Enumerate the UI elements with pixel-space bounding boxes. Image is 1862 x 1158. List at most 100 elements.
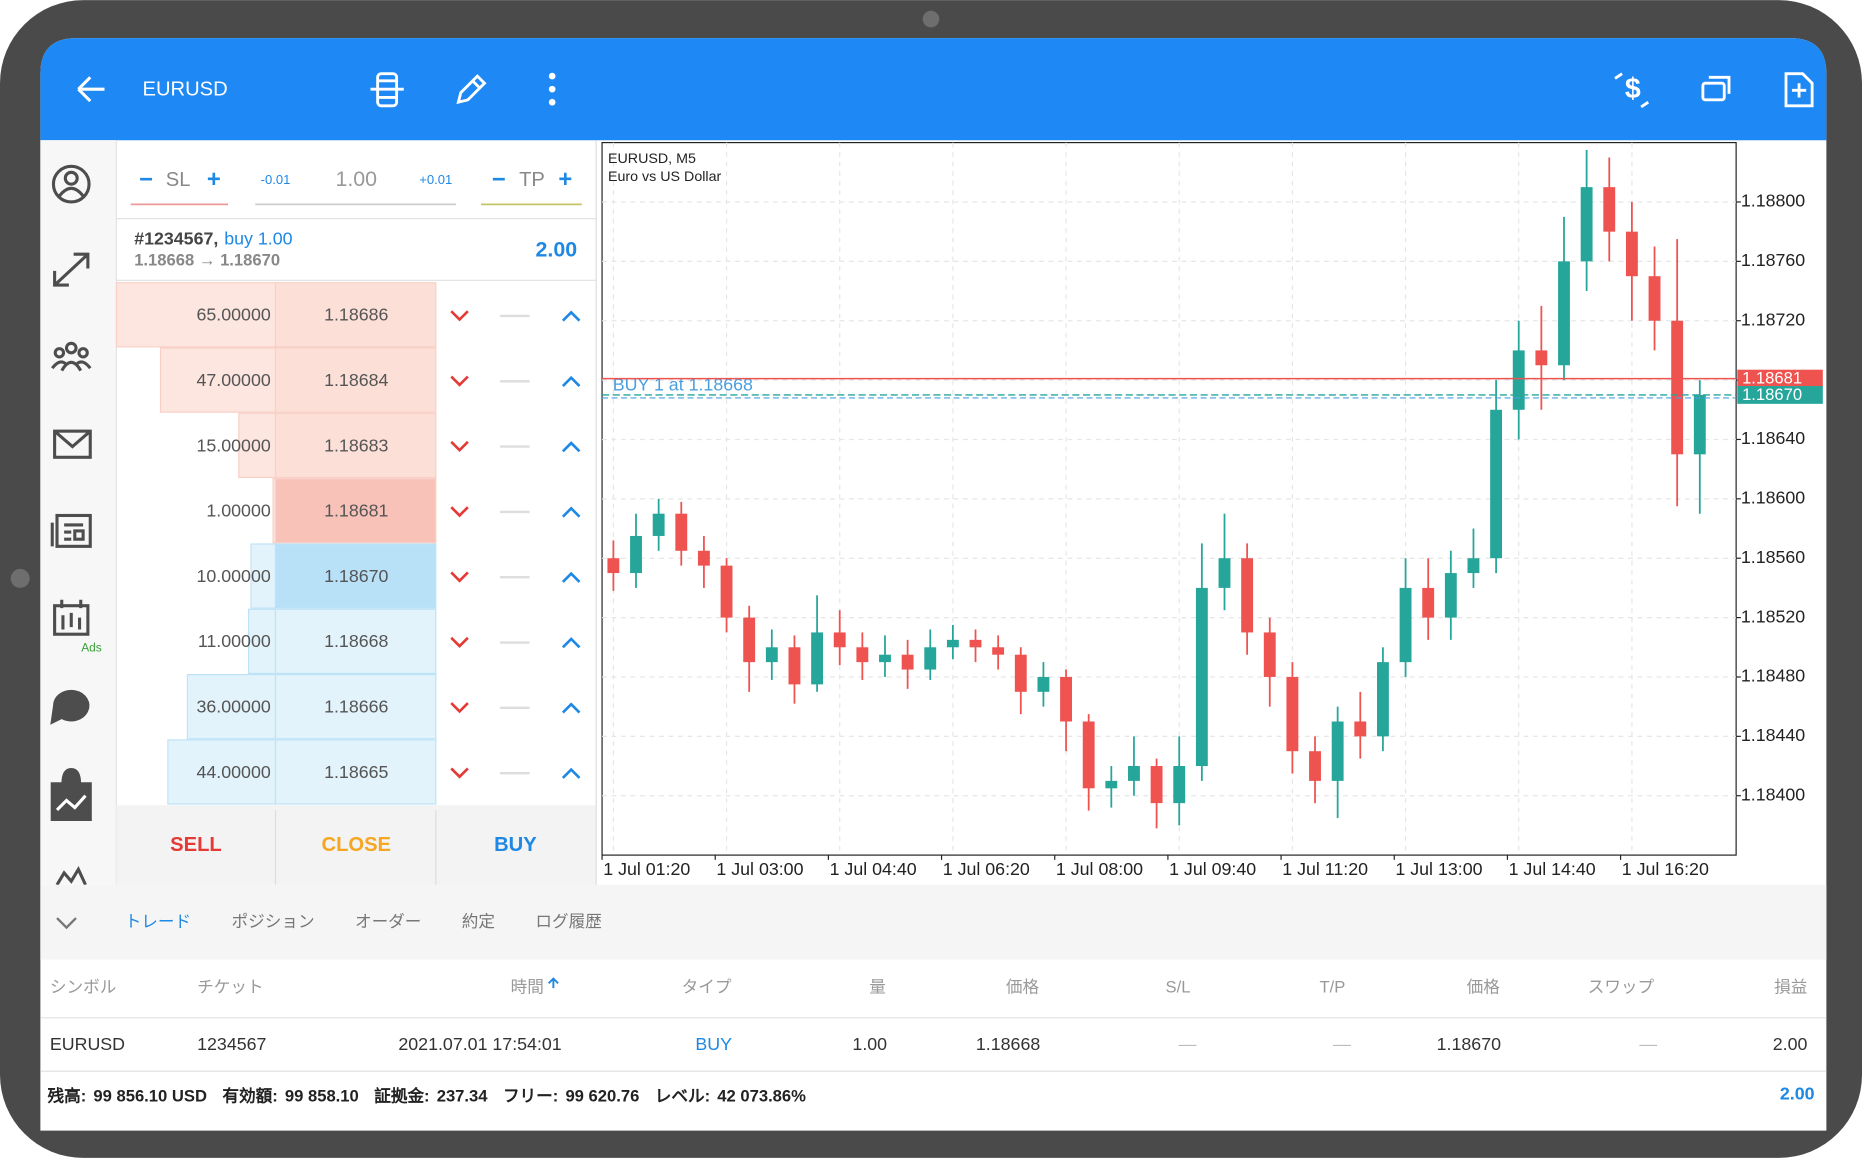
account-summary: 残高: 99 856.10 USD 有効額: 99 858.10 証拠金: 237.34 フ…: [48, 1086, 807, 1106]
volume-bar: [115, 282, 277, 348]
back-button[interactable]: [77, 76, 105, 103]
column-header[interactable]: T/P: [1319, 977, 1345, 996]
tab[interactable]: ポジション: [232, 912, 315, 931]
sell-limit-button[interactable]: [450, 440, 469, 453]
volume-input[interactable]: 1.00: [335, 167, 377, 191]
column-header[interactable]: S/L: [1166, 977, 1191, 996]
sell-limit-button[interactable]: [450, 767, 469, 779]
x-tick-label: 1 Jul 13:00: [1395, 859, 1482, 879]
windows-button[interactable]: [1701, 75, 1731, 102]
chart-title: EURUSD, M5: [608, 151, 696, 167]
sl-plus[interactable]: +: [207, 166, 221, 193]
table-cell: 2.00: [1773, 1034, 1808, 1054]
sell-button[interactable]: SELL: [170, 834, 222, 856]
menu-button[interactable]: [548, 72, 556, 106]
candle-body: [1309, 751, 1321, 781]
table-cell: EURUSD: [50, 1034, 125, 1054]
candle-body: [1037, 676, 1050, 692]
buy-limit-button[interactable]: [561, 637, 581, 649]
x-tick-label: 1 Jul 09:40: [1169, 859, 1256, 879]
y-tick-label: 1.18760: [1741, 250, 1805, 270]
x-tick-label: 1 Jul 16:20: [1622, 859, 1709, 879]
candle-body: [1580, 187, 1593, 262]
close-button[interactable]: CLOSE: [322, 834, 392, 856]
candle-body: [1625, 231, 1638, 277]
candle-body: [1399, 587, 1412, 663]
x-tick-label: 1 Jul 06:20: [943, 859, 1030, 879]
order-book-button[interactable]: [370, 72, 404, 108]
buy-limit-button[interactable]: [561, 571, 581, 583]
candle-body: [992, 647, 1005, 655]
column-header[interactable]: 価格: [1467, 977, 1501, 996]
tp-minus[interactable]: −: [492, 166, 506, 193]
price-label: 1.18668: [324, 631, 388, 651]
price-label: 1.18683: [324, 435, 388, 455]
sell-limit-button[interactable]: [450, 636, 469, 648]
collapse-button[interactable]: [56, 917, 77, 930]
table-cell: 1.00: [852, 1034, 887, 1054]
buy-limit-button[interactable]: [561, 375, 581, 387]
side-sensor: [10, 568, 30, 588]
camera: [922, 10, 940, 28]
account-label: レベル:: [655, 1087, 710, 1106]
volume-bar: [159, 347, 277, 413]
account-value: 42 073.86%: [717, 1087, 806, 1106]
tab[interactable]: ログ履歴: [535, 912, 601, 931]
candle-body: [1648, 276, 1661, 321]
volume-minus[interactable]: -0.01: [261, 172, 291, 187]
column-header[interactable]: チケット: [197, 977, 263, 996]
price-cell: [274, 282, 437, 348]
sell-limit-button[interactable]: [450, 702, 469, 714]
sidebar-icons[interactable]: [50, 164, 92, 886]
tp-plus[interactable]: +: [558, 166, 572, 193]
column-header[interactable]: 価格: [1006, 977, 1040, 996]
new-order-button[interactable]: [1784, 72, 1814, 108]
column-header[interactable]: タイプ: [682, 977, 732, 996]
price-cell: [274, 347, 437, 413]
candle-body: [1422, 587, 1435, 618]
buy-limit-button[interactable]: [561, 767, 581, 779]
x-tick-label: 1 Jul 11:20: [1282, 859, 1368, 879]
tab-bar: [40, 884, 1827, 960]
ask-line-label: 1.18670: [1742, 385, 1802, 404]
volume-label: 10.00000: [197, 566, 271, 586]
tab[interactable]: オーダー: [355, 912, 421, 931]
buy-limit-button[interactable]: [561, 506, 581, 518]
sell-limit-button[interactable]: [450, 375, 469, 387]
ask-line-tag: [1737, 386, 1823, 404]
column-header[interactable]: 量: [869, 977, 886, 996]
tab[interactable]: 約定: [462, 912, 495, 931]
candle-body: [1512, 350, 1525, 410]
column-header[interactable]: スワップ: [1588, 977, 1655, 996]
volume-label: 1.00000: [206, 501, 270, 521]
volume-bar: [186, 674, 277, 740]
candle-body: [1603, 187, 1616, 232]
y-tick-label: 1.18480: [1741, 666, 1805, 686]
tab[interactable]: トレード: [125, 912, 191, 931]
sl-minus[interactable]: −: [139, 166, 153, 193]
sl-label: SL: [166, 169, 191, 191]
sell-limit-button[interactable]: [450, 571, 469, 583]
column-header[interactable]: シンボル: [50, 977, 116, 996]
buy-limit-button[interactable]: [561, 310, 581, 322]
table-cell: 1234567: [197, 1034, 266, 1054]
account-label: フリー:: [503, 1087, 558, 1106]
edit-button[interactable]: [456, 74, 487, 105]
candle-body: [924, 647, 937, 670]
buy-limit-button[interactable]: [561, 702, 581, 714]
column-header[interactable]: 損益: [1774, 977, 1807, 996]
column-header[interactable]: 時間: [511, 977, 544, 996]
candle-body: [1263, 632, 1276, 677]
tp-label: TP: [519, 169, 545, 191]
volume-bar: [167, 739, 277, 805]
trade-button[interactable]: $: [1625, 73, 1641, 105]
volume-plus[interactable]: +0.01: [419, 172, 452, 187]
account-label: 残高:: [48, 1086, 87, 1106]
sell-limit-button[interactable]: [450, 506, 469, 518]
app-bar: [40, 38, 1827, 141]
candle-body: [630, 535, 642, 574]
buy-limit-button[interactable]: [561, 441, 581, 453]
sell-limit-button[interactable]: [450, 310, 469, 322]
buy-button[interactable]: BUY: [494, 834, 537, 856]
